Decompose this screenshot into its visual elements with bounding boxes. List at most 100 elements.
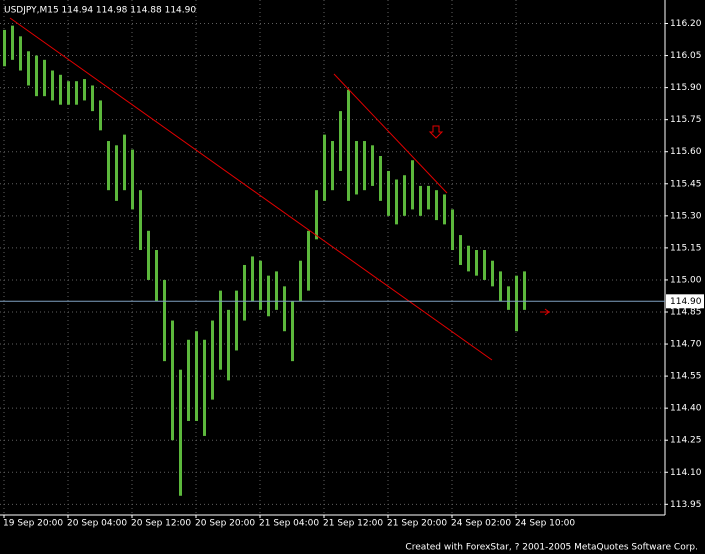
y-tick-label: 115.00 bbox=[670, 275, 702, 285]
x-tick-label: 21 Sep 12:00 bbox=[323, 519, 383, 529]
y-tick-label: 113.95 bbox=[670, 500, 702, 510]
x-tick-label: 24 Sep 02:00 bbox=[451, 519, 511, 529]
x-tick-label: 21 Sep 04:00 bbox=[259, 519, 319, 529]
x-tick-label: 24 Sep 10:00 bbox=[515, 519, 575, 529]
price-bar bbox=[19, 36, 22, 71]
price-bar bbox=[307, 230, 310, 291]
price-bar bbox=[347, 89, 350, 201]
price-bar bbox=[171, 320, 174, 441]
price-bar bbox=[259, 260, 262, 310]
price-bar bbox=[187, 339, 190, 421]
price-bar bbox=[11, 25, 14, 60]
price-bar bbox=[443, 194, 446, 225]
price-bar bbox=[211, 320, 214, 400]
price-bar bbox=[99, 100, 102, 131]
price-bar bbox=[483, 250, 486, 280]
price-bar bbox=[515, 275, 518, 332]
price-bar bbox=[251, 256, 254, 302]
price-bar bbox=[435, 190, 438, 221]
price-bar bbox=[219, 290, 222, 370]
y-tick-label: 115.90 bbox=[670, 83, 702, 93]
price-bar bbox=[3, 29, 6, 67]
y-tick-label: 114.25 bbox=[670, 436, 702, 446]
price-bar bbox=[283, 286, 286, 332]
y-tick-label: 115.75 bbox=[670, 115, 702, 125]
y-tick-label: 114.55 bbox=[670, 372, 702, 382]
price-bar bbox=[339, 111, 342, 171]
y-tick-label: 114.85 bbox=[670, 307, 702, 317]
price-bar bbox=[67, 81, 70, 105]
price-bar bbox=[203, 339, 206, 436]
price-bar bbox=[371, 145, 374, 186]
price-bar bbox=[419, 185, 422, 216]
price-bar bbox=[395, 179, 398, 225]
price-bar bbox=[131, 149, 134, 210]
price-bar bbox=[363, 141, 366, 191]
y-tick-label: 115.15 bbox=[670, 243, 702, 253]
price-bar bbox=[315, 190, 318, 240]
price-bar bbox=[379, 155, 382, 201]
y-tick-label: 114.70 bbox=[670, 340, 702, 350]
x-tick-label: 19 Sep 20:00 bbox=[3, 519, 63, 529]
x-tick-label: 21 Sep 20:00 bbox=[387, 519, 447, 529]
price-bar bbox=[147, 230, 150, 280]
price-bar bbox=[355, 141, 358, 195]
y-tick-label: 114.10 bbox=[670, 468, 702, 478]
price-bar bbox=[523, 271, 526, 310]
price-bar bbox=[91, 85, 94, 112]
trend-line bbox=[9, 17, 493, 361]
price-bar bbox=[35, 55, 38, 97]
price-bar bbox=[43, 59, 46, 97]
price-bar bbox=[179, 369, 182, 496]
grid bbox=[0, 0, 665, 515]
price-bar bbox=[123, 134, 126, 191]
price-bar bbox=[75, 81, 78, 105]
y-tick-label: 114.40 bbox=[670, 404, 702, 414]
price-bar bbox=[83, 79, 86, 101]
price-bar bbox=[507, 286, 510, 310]
price-label: 114.90 bbox=[670, 297, 702, 307]
y-tick-label: 115.30 bbox=[670, 211, 702, 221]
y-tick-label: 116.20 bbox=[670, 19, 702, 29]
price-marker bbox=[540, 308, 550, 316]
chart-header: USDJPY,M15 114.94 114.98 114.88 114.90 bbox=[4, 6, 196, 16]
x-tick-label: 20 Sep 04:00 bbox=[67, 519, 127, 529]
y-tick-label: 116.05 bbox=[670, 51, 702, 61]
y-tick-label: 115.60 bbox=[670, 147, 702, 157]
price-bar bbox=[115, 145, 118, 201]
price-bar bbox=[459, 235, 462, 265]
price-bar bbox=[51, 70, 54, 101]
price-bar bbox=[323, 134, 326, 201]
price-bar bbox=[227, 309, 230, 381]
price-bar bbox=[155, 250, 158, 302]
price-bar bbox=[331, 141, 334, 191]
price-bar bbox=[27, 51, 30, 86]
price-bar bbox=[299, 260, 302, 302]
price-bar bbox=[491, 260, 494, 287]
price-bar bbox=[107, 141, 110, 191]
price-bar bbox=[499, 271, 502, 302]
x-tick-label: 20 Sep 20:00 bbox=[195, 519, 255, 529]
x-tick-label: 20 Sep 12:00 bbox=[131, 519, 191, 529]
down-arrow bbox=[428, 125, 444, 139]
price-bar bbox=[451, 209, 454, 251]
price-bar bbox=[291, 301, 294, 362]
price-bar bbox=[275, 271, 278, 310]
y-tick-label: 115.45 bbox=[670, 179, 702, 189]
price-bar bbox=[427, 185, 430, 210]
price-bar bbox=[139, 190, 142, 251]
price-bar bbox=[235, 290, 238, 351]
price-bar bbox=[267, 275, 270, 317]
price-label-box bbox=[666, 294, 704, 309]
price-bar bbox=[163, 279, 166, 362]
price-bar bbox=[475, 250, 478, 276]
bars bbox=[3, 25, 526, 496]
trend-line bbox=[333, 73, 448, 194]
price-bar bbox=[195, 331, 198, 421]
price-bar bbox=[59, 74, 62, 105]
price-bar bbox=[243, 264, 246, 321]
price-bar bbox=[387, 170, 390, 216]
credit: Created with ForexStar, ? 2001-2005 Meta… bbox=[405, 543, 698, 553]
